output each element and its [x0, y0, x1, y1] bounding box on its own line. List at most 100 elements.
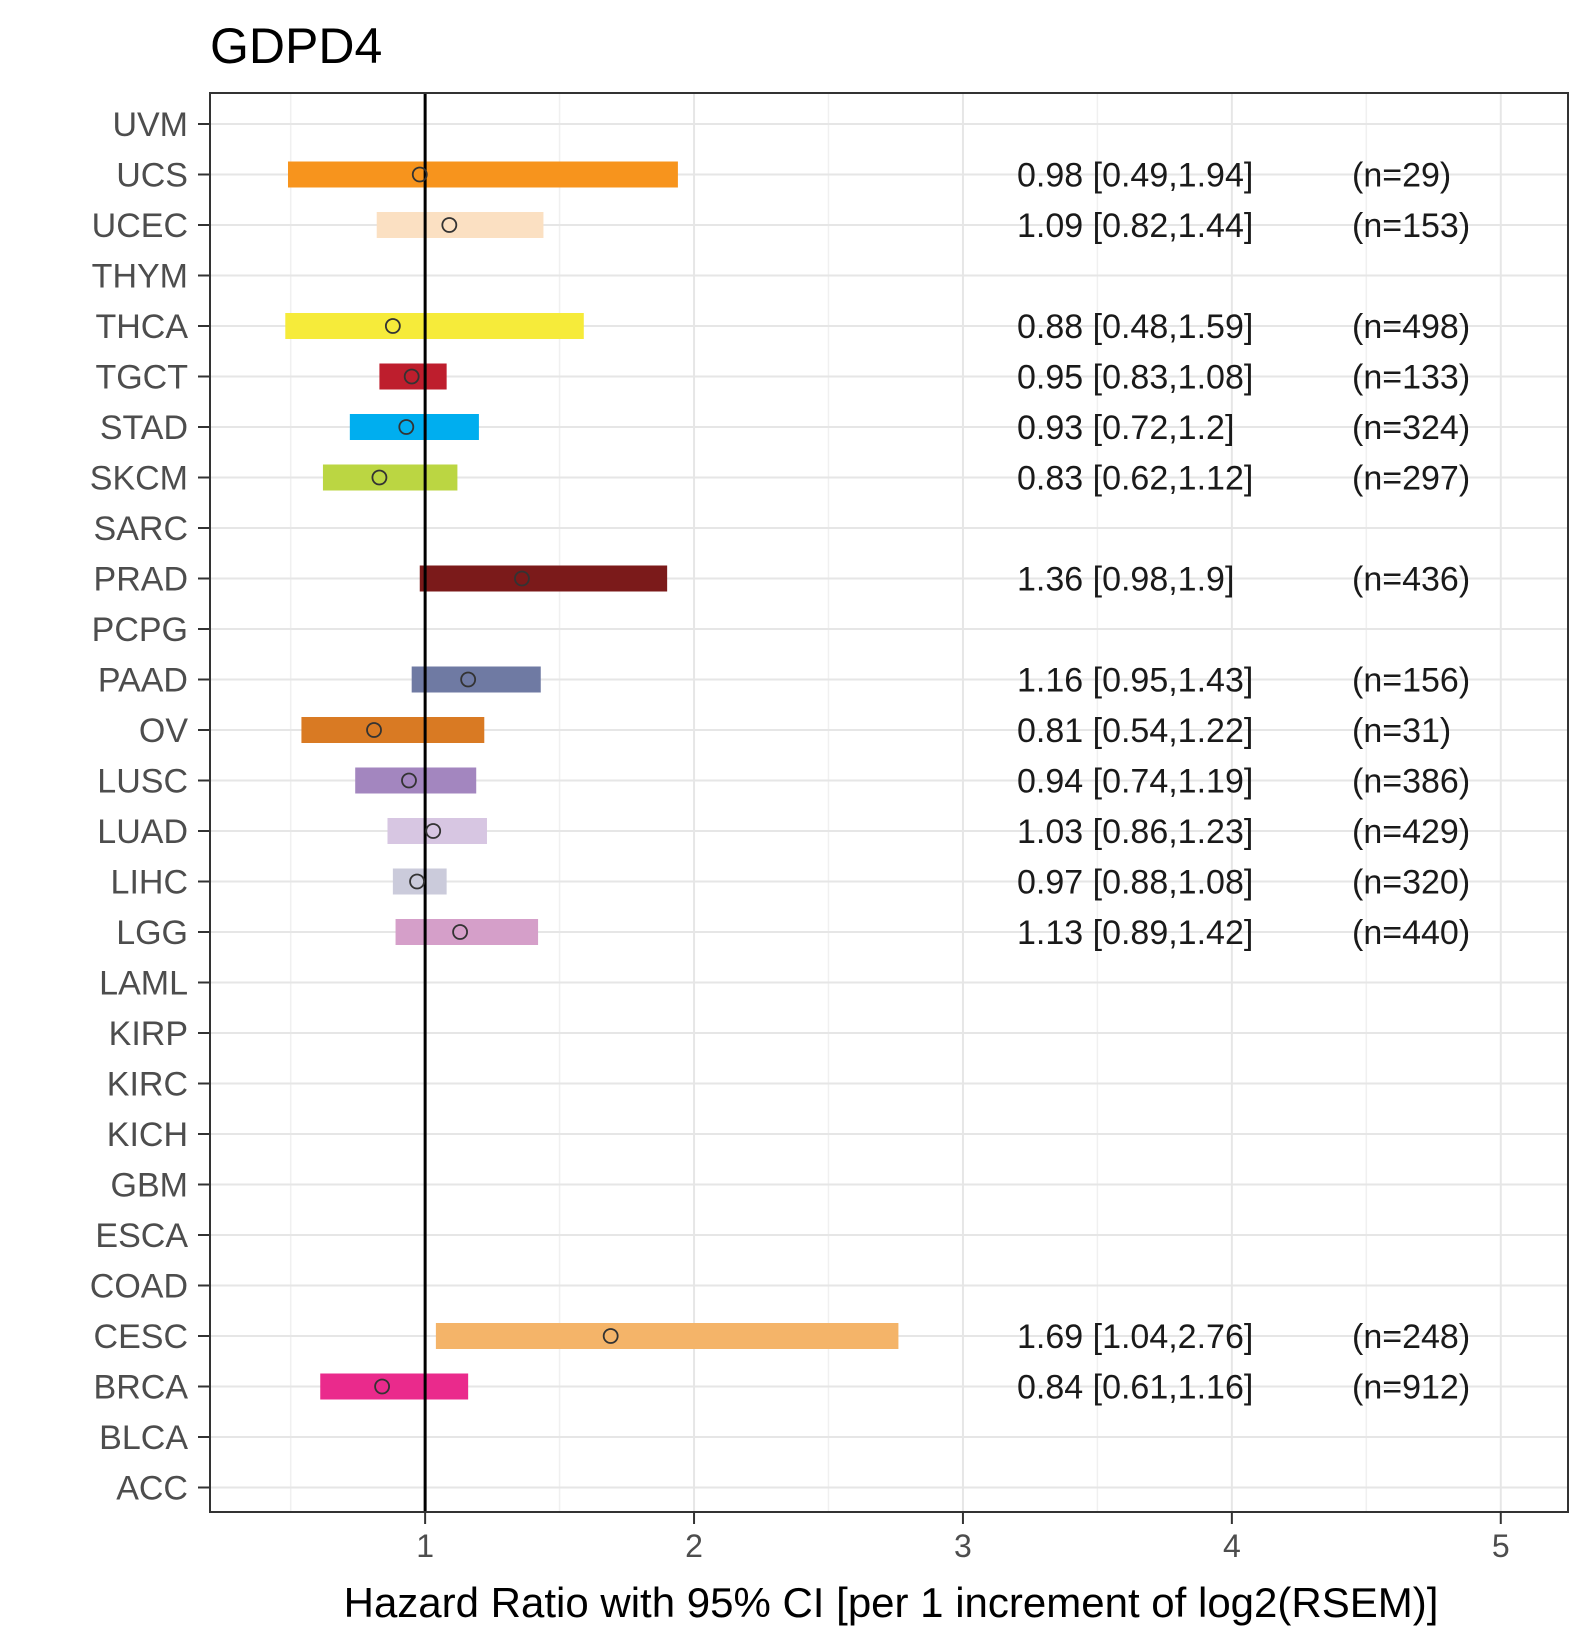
hr-ci-label: 0.88 [0.48,1.59]: [1017, 308, 1253, 346]
ci-bar: [322, 464, 458, 491]
y-tick-label: ACC: [116, 1470, 188, 1508]
y-tick-label: SKCM: [90, 460, 188, 498]
hr-ci-label: 1.36 [0.98,1.9]: [1017, 561, 1234, 599]
sample-size-label: (n=153): [1352, 207, 1470, 245]
sample-size-label: (n=429): [1352, 813, 1470, 851]
hr-ci-label: 1.03 [0.86,1.23]: [1017, 813, 1253, 851]
y-tick-label: LGG: [116, 914, 188, 952]
hr-point: [411, 166, 428, 183]
y-tick-label: BLCA: [99, 1419, 188, 1457]
ci-bar: [376, 212, 544, 238]
hr-point: [366, 722, 382, 738]
y-tick-label: SARC: [94, 510, 188, 548]
x-tick-label: 3: [954, 1528, 972, 1564]
y-tick-label: UCS: [116, 157, 188, 195]
hr-point: [460, 671, 477, 688]
y-tick-label: KIRC: [107, 1066, 188, 1104]
ci-bar: [285, 313, 584, 339]
annotations: 0.98 [0.49,1.94] (n=29) 1.09 [0.82,1.44] (n…: [1017, 157, 1470, 1407]
ci-bar: [287, 161, 678, 188]
y-tick-label: THCA: [95, 308, 188, 346]
sample-size-label: (n=29): [1352, 157, 1451, 195]
hr-ci-label: 0.84 [0.61,1.16]: [1017, 1369, 1253, 1407]
hr-point: [441, 217, 458, 233]
sample-size-label: (n=320): [1352, 864, 1470, 902]
hr-ci-label: 0.97 [0.88,1.08]: [1017, 864, 1253, 902]
x-tick-label: 1: [416, 1528, 434, 1564]
hr-point: [602, 1328, 619, 1344]
sample-size-label: (n=912): [1352, 1369, 1470, 1407]
sample-size-label: (n=440): [1352, 914, 1470, 952]
y-tick-label: PAAD: [98, 662, 188, 700]
x-axis: 1 2 3 4 5: [416, 1512, 1510, 1564]
ci-bar: [392, 868, 447, 895]
y-tick-label: LAML: [99, 965, 188, 1003]
hr-points: [366, 166, 619, 1395]
ci-bar: [411, 666, 541, 693]
sample-size-label: (n=436): [1352, 561, 1470, 599]
hr-point: [401, 772, 417, 789]
y-tick-label: TGCT: [95, 359, 188, 397]
y-tick-label: CESC: [94, 1318, 188, 1356]
y-tick-label: LUAD: [97, 813, 188, 851]
hr-point: [514, 570, 530, 587]
sample-size-label: (n=133): [1352, 359, 1470, 397]
hr-point: [403, 368, 420, 385]
y-axis: UVM UCS UCEC THYM THCA TGCT STAD SKCM SARC PRAD PC…: [90, 106, 210, 1508]
ci-bars: [285, 161, 899, 1400]
sample-size-label: (n=324): [1352, 409, 1470, 447]
y-tick-label: LUSC: [97, 763, 188, 801]
hr-ci-label: 0.94 [0.74,1.19]: [1017, 763, 1253, 801]
hr-point: [374, 1378, 391, 1395]
y-tick-label: STAD: [100, 409, 188, 447]
hr-point: [371, 469, 388, 486]
y-tick-label: THYM: [92, 258, 188, 296]
sample-size-label: (n=498): [1352, 308, 1470, 346]
ci-bar: [379, 363, 447, 390]
ci-bar: [419, 565, 668, 592]
hr-point: [398, 419, 415, 435]
y-tick-label: GBM: [111, 1167, 188, 1205]
hr-ci-label: 0.98 [0.49,1.94]: [1017, 157, 1253, 195]
y-tick-label: KICH: [107, 1116, 188, 1154]
x-tick-label: 2: [685, 1528, 703, 1564]
x-axis-label: Hazard Ratio with 95% CI [per 1 incremen…: [344, 1579, 1439, 1626]
y-tick-label: LIHC: [111, 864, 188, 902]
y-tick-label: UVM: [112, 106, 188, 144]
sample-size-label: (n=156): [1352, 662, 1470, 700]
y-tick-label: UCEC: [92, 207, 188, 245]
grid: [210, 93, 1568, 1512]
ci-bar: [435, 1323, 899, 1349]
panel-border: [209, 92, 1569, 1513]
hr-ci-label: 1.09 [0.82,1.44]: [1017, 207, 1253, 245]
sample-size-label: (n=31): [1352, 712, 1451, 750]
y-tick-label: PRAD: [94, 561, 188, 599]
hr-ci-label: 0.83 [0.62,1.12]: [1017, 460, 1253, 498]
sample-size-label: (n=386): [1352, 763, 1470, 801]
y-tick-label: KIRP: [109, 1015, 188, 1053]
y-tick-label: OV: [139, 712, 188, 750]
sample-size-label: (n=248): [1352, 1318, 1470, 1356]
hr-ci-label: 1.13 [0.89,1.42]: [1017, 914, 1253, 952]
hr-ci-label: 0.95 [0.83,1.08]: [1017, 359, 1253, 397]
ci-bar: [387, 818, 487, 844]
ci-bar: [301, 717, 485, 743]
hr-ci-label: 0.81 [0.54,1.22]: [1017, 712, 1253, 750]
sample-size-label: (n=297): [1352, 460, 1470, 498]
ci-bar: [349, 414, 479, 440]
chart-title: GDPD4: [210, 18, 382, 74]
y-tick-label: COAD: [90, 1268, 188, 1306]
y-tick-label: ESCA: [95, 1217, 188, 1255]
hr-ci-label: 0.93 [0.72,1.2]: [1017, 409, 1234, 447]
hr-point: [425, 823, 442, 839]
hr-point: [384, 318, 401, 334]
hr-ci-label: 1.69 [1.04,2.76]: [1017, 1318, 1253, 1356]
hr-point: [452, 924, 468, 940]
hr-point: [409, 873, 425, 890]
hr-ci-label: 1.16 [0.95,1.43]: [1017, 662, 1253, 700]
x-tick-label: 5: [1492, 1528, 1510, 1564]
y-tick-label: PCPG: [92, 611, 188, 649]
y-tick-label: BRCA: [94, 1369, 189, 1407]
ci-bar: [320, 1373, 469, 1400]
